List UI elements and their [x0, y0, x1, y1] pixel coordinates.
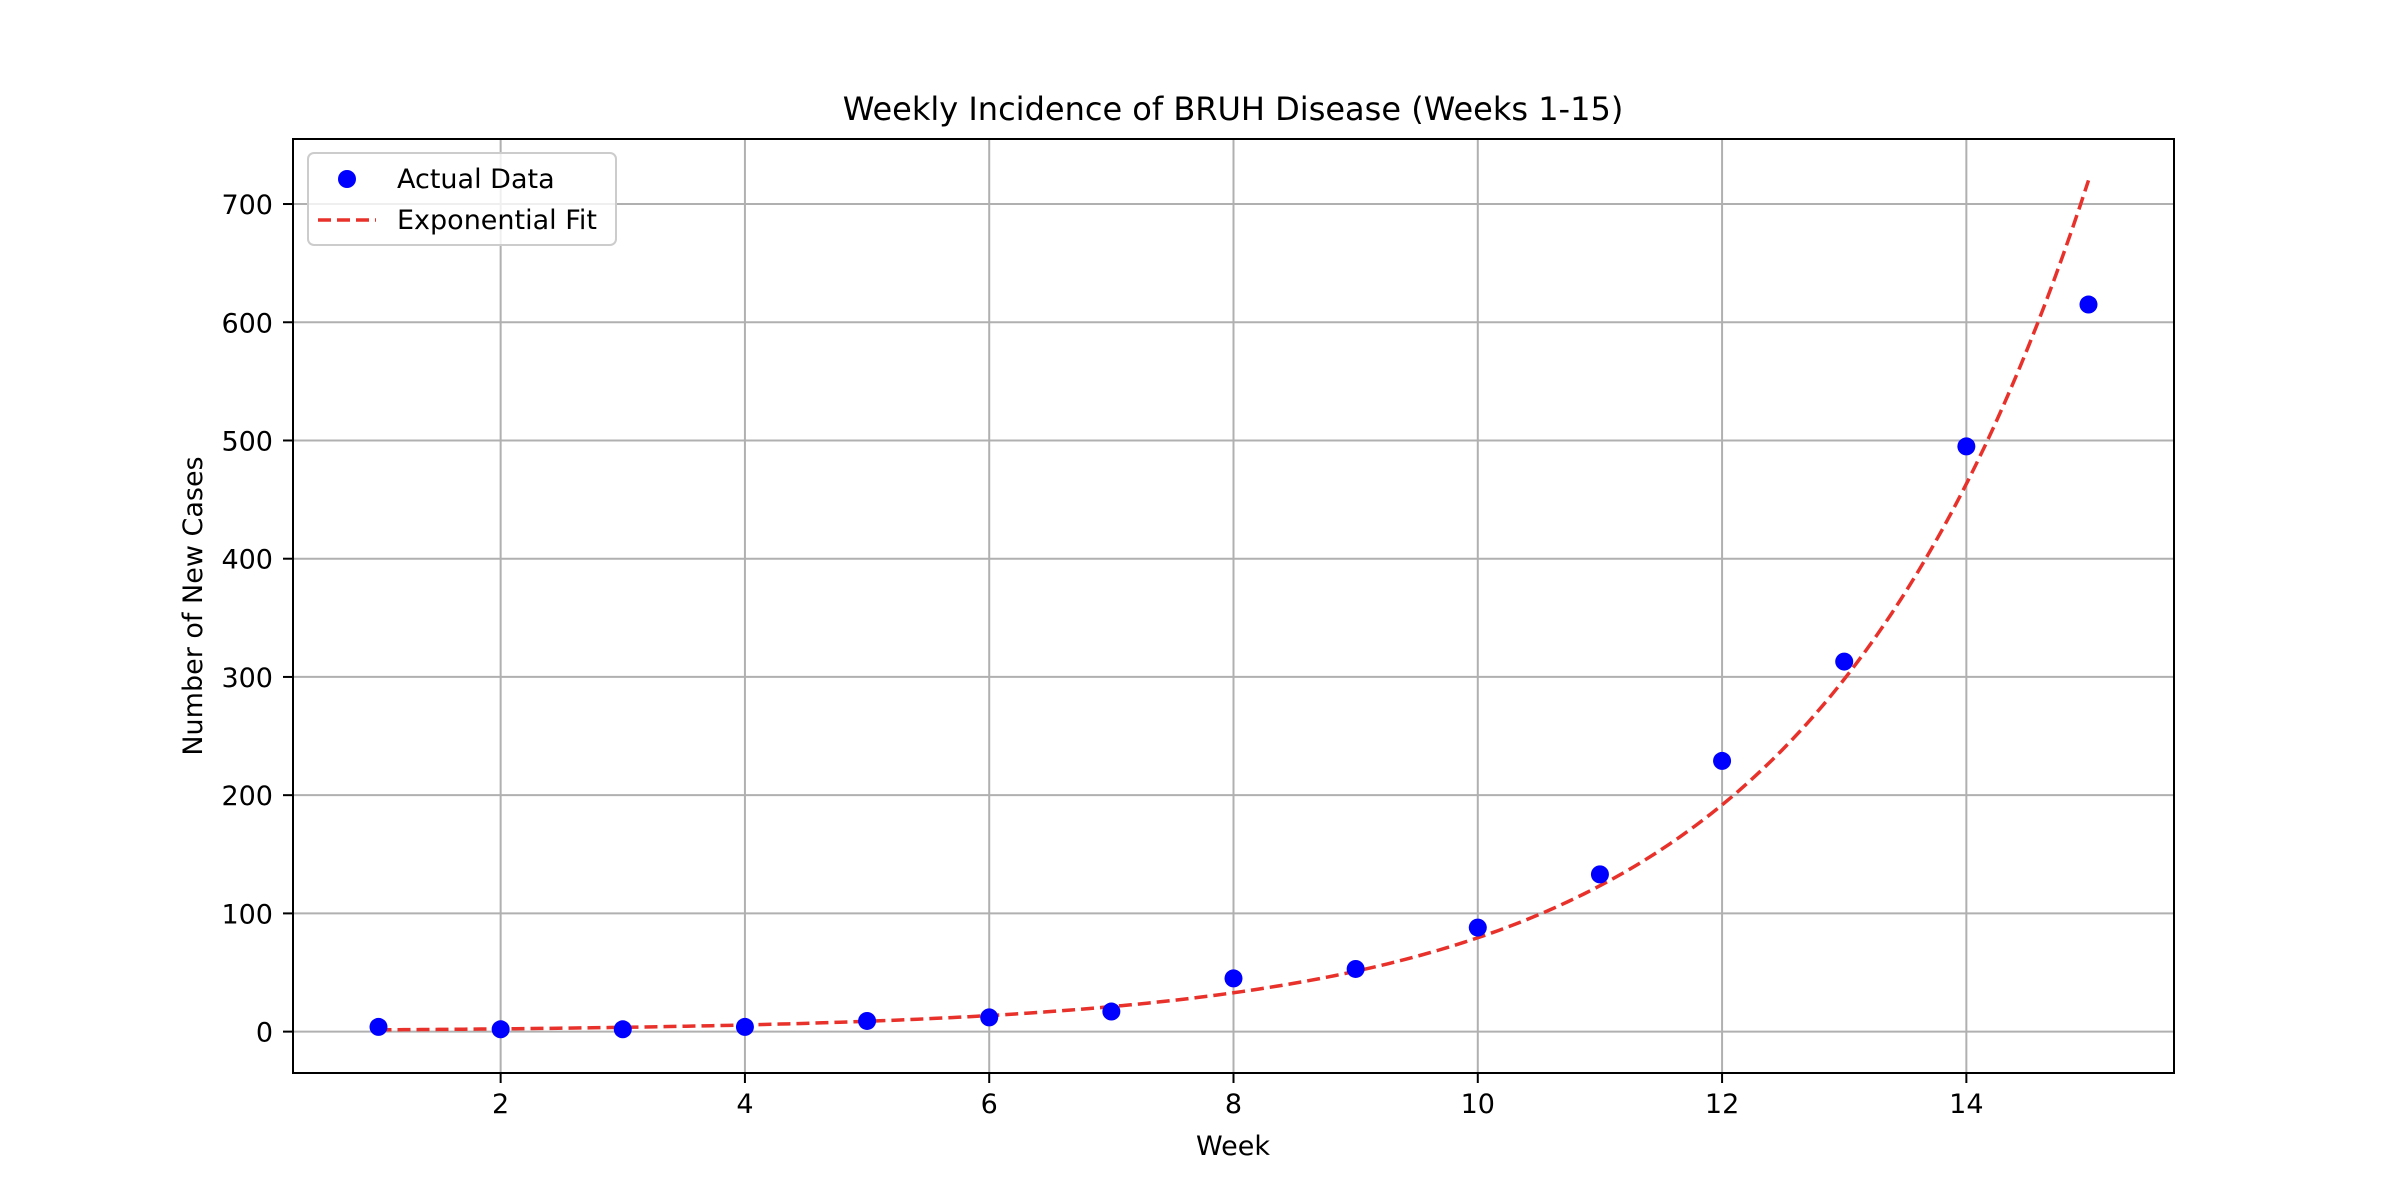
- y-tick-label: 300: [221, 663, 273, 694]
- legend-label-exponential-fit: Exponential Fit: [397, 205, 597, 236]
- data-point: [1590, 865, 1609, 884]
- x-tick-label: 10: [1461, 1089, 1495, 1120]
- x-tick-label: 12: [1705, 1089, 1739, 1120]
- data-point: [1957, 437, 1976, 456]
- exponential-fit-series: [378, 179, 2091, 1032]
- data-point: [980, 1008, 999, 1027]
- data-point: [1102, 1002, 1121, 1021]
- y-tick-label: 600: [221, 308, 273, 339]
- data-point: [735, 1017, 754, 1036]
- data-point: [1224, 969, 1243, 988]
- data-point: [613, 1020, 632, 1039]
- legend-marker-actual-data: [338, 170, 356, 188]
- x-tick-label: 4: [736, 1089, 753, 1120]
- legend: Actual Data Exponential Fit: [307, 152, 617, 246]
- data-point: [1835, 652, 1854, 671]
- actual-data-series: [369, 295, 2098, 1039]
- data-point: [1713, 751, 1732, 770]
- y-axis-label: Number of New Cases: [178, 456, 209, 755]
- x-tick-label: 14: [1949, 1089, 1983, 1120]
- y-tick-label: 400: [221, 545, 273, 576]
- x-axis-label: Week: [1196, 1131, 1270, 1162]
- y-axis-ticks: 0 100 200 300 400 500 600 700: [221, 190, 293, 1049]
- chart-title: Weekly Incidence of BRUH Disease (Weeks …: [843, 90, 1624, 128]
- x-axis-ticks: 2 4 6 8 10 12 14: [492, 1073, 1984, 1120]
- legend-box: [307, 152, 617, 246]
- data-point: [858, 1011, 877, 1030]
- x-tick-label: 2: [492, 1089, 509, 1120]
- grid-lines: [293, 139, 2174, 1073]
- data-point: [1468, 918, 1487, 937]
- y-tick-label: 500: [221, 426, 273, 457]
- x-tick-label: 8: [1225, 1089, 1242, 1120]
- y-tick-label: 0: [256, 1018, 273, 1049]
- legend-label-actual-data: Actual Data: [397, 164, 555, 195]
- exponential-fit-line: [378, 179, 2091, 1032]
- y-tick-label: 100: [221, 899, 273, 930]
- data-point: [369, 1017, 388, 1036]
- x-tick-label: 6: [981, 1089, 998, 1120]
- y-tick-label: 200: [221, 781, 273, 812]
- data-point: [491, 1020, 510, 1039]
- data-point: [1346, 959, 1365, 978]
- data-point: [2079, 295, 2098, 314]
- y-tick-label: 700: [221, 190, 273, 221]
